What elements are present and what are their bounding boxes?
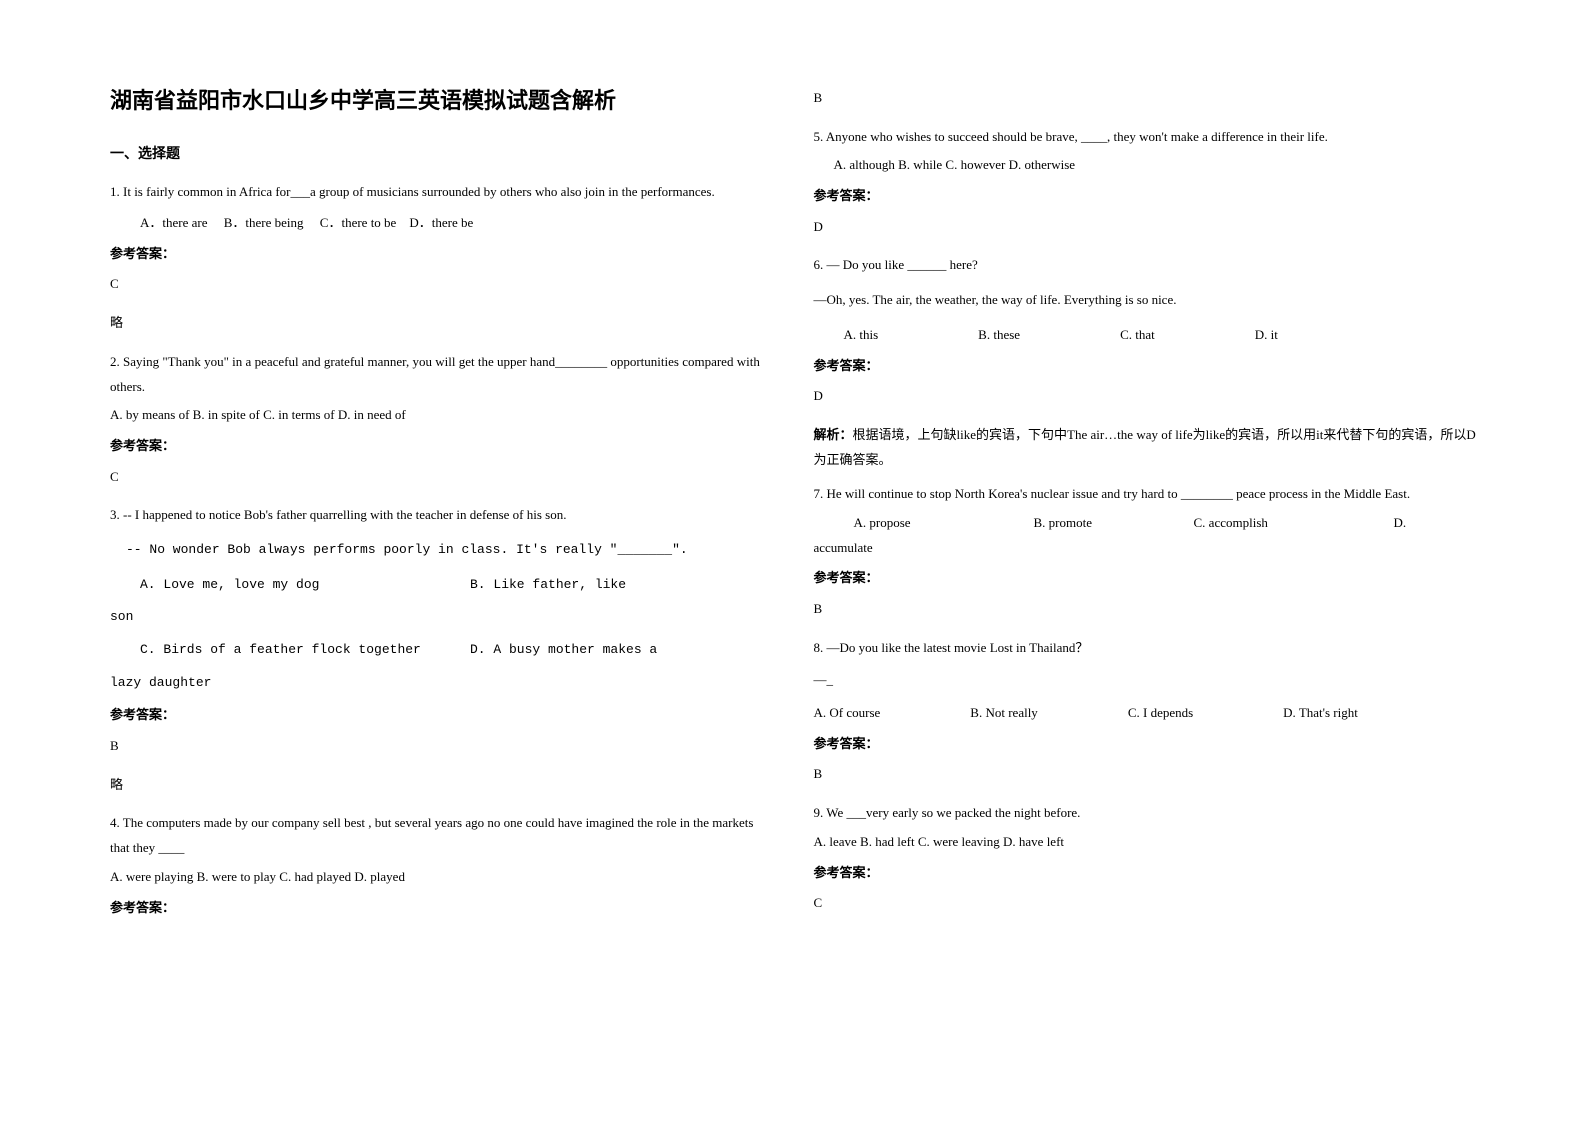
q6-answer: D: [814, 384, 1478, 409]
q2-answer: C: [110, 465, 774, 490]
q5-answer-label: 参考答案：: [814, 184, 1478, 209]
q6-analysis: 解析：根据语境，上句缺like的宾语，下句中The air…the way of…: [814, 423, 1478, 472]
q8-opt-c: C. I depends: [1128, 701, 1193, 726]
question-7: 7. He will continue to stop North Korea'…: [814, 482, 1478, 621]
question-5: 5. Anyone who wishes to succeed should b…: [814, 125, 1478, 240]
q7-answer-label: 参考答案：: [814, 566, 1478, 591]
q8-opt-d: D. That's right: [1283, 701, 1358, 726]
q6-line2: —Oh, yes. The air, the weather, the way …: [814, 288, 1478, 313]
q1-answer: C: [110, 272, 774, 297]
left-column: 湖南省益阳市水口山乡中学高三英语模拟试题含解析 一、选择题 1. It is f…: [90, 80, 794, 1082]
q7-opt-b: B. promote: [1034, 511, 1194, 536]
question-2: 2. Saying "Thank you" in a peaceful and …: [110, 350, 774, 489]
section-heading: 一、选择题: [110, 140, 774, 167]
q1-options: A．there are B．there being C．there to be …: [110, 211, 774, 236]
q4-answer: B: [814, 86, 1478, 111]
question-6: 6. — Do you like ______ here? —Oh, yes. …: [814, 253, 1478, 472]
q8-line1: 8. —Do you like the latest movie Lost in…: [814, 636, 1478, 661]
q2-options: A. by means of B. in spite of C. in term…: [110, 403, 774, 428]
q3-opt-a: A. Love me, love my dog: [110, 573, 470, 598]
q1-opt-d: D．there be: [409, 215, 473, 230]
q3-line2: -- No wonder Bob always performs poorly …: [110, 538, 774, 563]
q3-answer-label: 参考答案：: [110, 703, 774, 728]
q9-options: A. leave B. had left C. were leaving D. …: [814, 830, 1478, 855]
q3-opt-d-cont: lazy daughter: [110, 671, 774, 696]
q3-skip: 略: [110, 773, 774, 798]
question-8: 8. —Do you like the latest movie Lost in…: [814, 636, 1478, 787]
q2-text: 2. Saying "Thank you" in a peaceful and …: [110, 350, 774, 399]
q5-options: A. although B. while C. however D. other…: [814, 153, 1478, 178]
q1-text: 1. It is fairly common in Africa for___a…: [110, 180, 774, 205]
q7-options: A. propose B. promote C. accomplish D.: [814, 511, 1478, 536]
q1-answer-label: 参考答案：: [110, 242, 774, 267]
q1-opt-c: C．there to be: [320, 215, 397, 230]
q5-answer: D: [814, 215, 1478, 240]
q6-opt-a: A. this: [844, 323, 879, 348]
page-title: 湖南省益阳市水口山乡中学高三英语模拟试题含解析: [110, 80, 774, 122]
q8-options: A. Of course B. Not really C. I depends …: [814, 701, 1478, 726]
question-9: 9. We ___very early so we packed the nig…: [814, 801, 1478, 916]
q1-skip: 略: [110, 311, 774, 336]
q4-answer-label: 参考答案：: [110, 896, 774, 921]
question-3: 3. -- I happened to notice Bob's father …: [110, 503, 774, 797]
q8-answer: B: [814, 762, 1478, 787]
q6-opt-c: C. that: [1120, 323, 1155, 348]
q6-analysis-text: 根据语境，上句缺like的宾语，下句中The air…the way of li…: [814, 427, 1476, 467]
q7-text: 7. He will continue to stop North Korea'…: [814, 482, 1478, 507]
q2-answer-label: 参考答案：: [110, 434, 774, 459]
q3-opt-b: B. Like father, like: [470, 573, 626, 598]
q7-opt-a: A. propose: [814, 511, 1034, 536]
right-column: B 5. Anyone who wishes to succeed should…: [794, 80, 1498, 1082]
question-1: 1. It is fairly common in Africa for___a…: [110, 180, 774, 335]
q3-opt-d: D. A busy mother makes a: [470, 638, 657, 663]
q1-opt-b: B．there being: [224, 215, 304, 230]
q3-opt-c: C. Birds of a feather flock together: [110, 638, 470, 663]
q8-opt-b: B. Not really: [970, 701, 1038, 726]
q3-opts-row1: A. Love me, love my dog B. Like father, …: [110, 573, 774, 598]
q1-opt-a: A．there are: [140, 215, 208, 230]
q4-text: 4. The computers made by our company sel…: [110, 811, 774, 860]
q3-answer: B: [110, 734, 774, 759]
q6-opt-d: D. it: [1255, 323, 1278, 348]
q8-line2: —_: [814, 668, 1478, 693]
q3-opts-row2: C. Birds of a feather flock together D. …: [110, 638, 774, 663]
q8-opt-a: A. Of course: [814, 701, 881, 726]
q6-analysis-label: 解析：: [814, 427, 853, 442]
q3-opt-b-cont: son: [110, 605, 774, 630]
q6-answer-label: 参考答案：: [814, 354, 1478, 379]
q7-opt-d-cont: accumulate: [814, 536, 1478, 561]
q7-opt-c: C. accomplish: [1194, 511, 1394, 536]
q7-answer: B: [814, 597, 1478, 622]
q4-options: A. were playing B. were to play C. had p…: [110, 865, 774, 890]
q6-opt-b: B. these: [978, 323, 1020, 348]
q9-answer-label: 参考答案：: [814, 861, 1478, 886]
q9-answer: C: [814, 891, 1478, 916]
q7-opt-d: D.: [1394, 511, 1407, 536]
question-4: 4. The computers made by our company sel…: [110, 811, 774, 920]
q6-line1: 6. — Do you like ______ here?: [814, 253, 1478, 278]
q8-answer-label: 参考答案：: [814, 732, 1478, 757]
q6-options: A. this B. these C. that D. it: [814, 323, 1478, 348]
q9-text: 9. We ___very early so we packed the nig…: [814, 801, 1478, 826]
q5-text: 5. Anyone who wishes to succeed should b…: [814, 125, 1478, 150]
q3-line1: 3. -- I happened to notice Bob's father …: [110, 503, 774, 528]
